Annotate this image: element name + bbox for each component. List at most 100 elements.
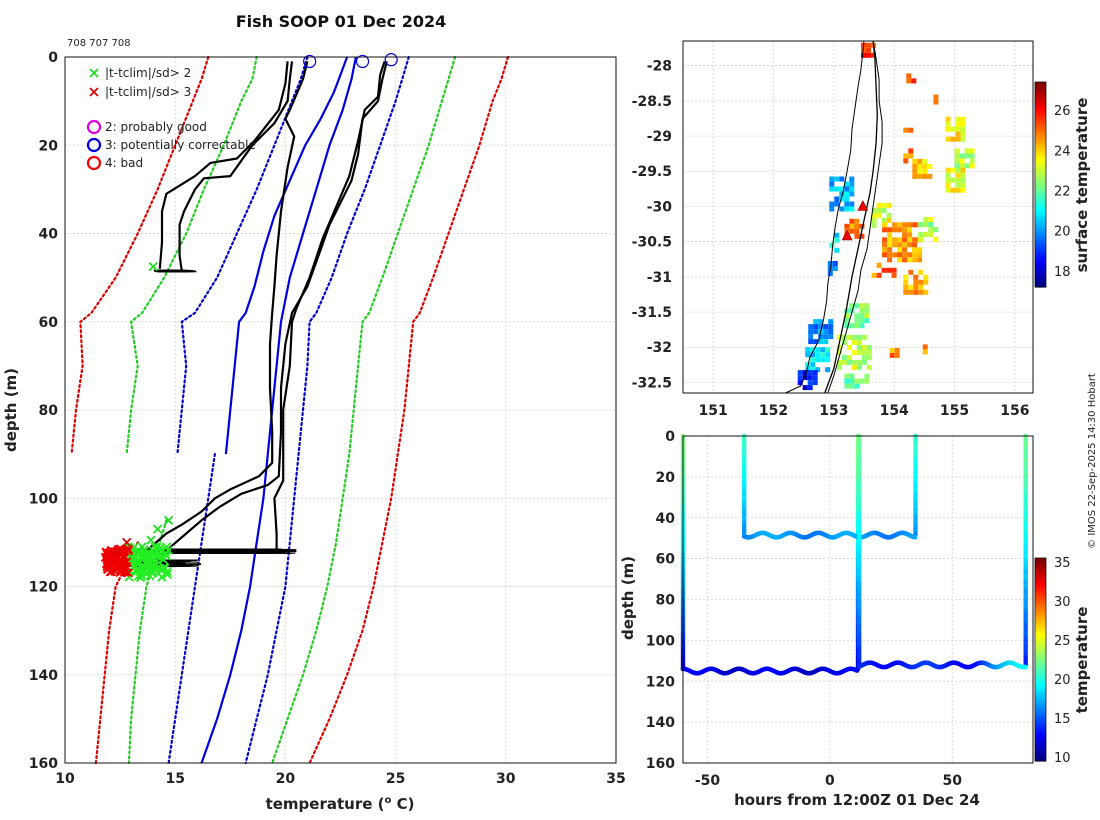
- colorbar-segment: [1035, 659, 1046, 664]
- colorbar-segment: [1035, 205, 1046, 210]
- colorbar-segment: [1035, 269, 1046, 274]
- sst-cell: [813, 339, 819, 345]
- colorbar-segment: [1035, 642, 1046, 647]
- sst-cell: [945, 187, 951, 193]
- flag-circle: [303, 54, 317, 69]
- sst-cell: [859, 318, 865, 324]
- sst-cell: [839, 206, 845, 212]
- sst-cell: [902, 232, 908, 238]
- colorbar-segment: [1035, 591, 1046, 596]
- y-tick-label: 140: [29, 668, 58, 684]
- colorbar-segment: [1035, 713, 1046, 718]
- sst-cell: [839, 176, 845, 182]
- sst-cell: [864, 373, 870, 379]
- sst-cell: [923, 232, 929, 237]
- colorbar-segment: [1035, 191, 1046, 196]
- sst-cell: [866, 344, 872, 350]
- sst-cell: [912, 163, 918, 169]
- sst-cell: [854, 233, 860, 239]
- sst-cell: [969, 158, 975, 164]
- sst-cell: [964, 153, 970, 159]
- colorbar-segment: [1035, 696, 1046, 701]
- colorbar-segment: [1035, 194, 1046, 199]
- colorbar-segment: [1035, 167, 1046, 172]
- sst-cell: [834, 176, 840, 182]
- map-y-tick-label: -32.5: [632, 375, 672, 391]
- colorbar-segment: [1035, 150, 1046, 155]
- sst-cell: [918, 269, 924, 275]
- sst-cell: [960, 187, 966, 193]
- sst-cell: [808, 324, 814, 330]
- colorbar-tick-label: 15: [1054, 712, 1071, 727]
- sst-cell: [802, 375, 808, 381]
- colorbar-segment: [1035, 170, 1046, 175]
- climatology-line: [271, 55, 457, 765]
- flag-mark-green: [151, 560, 161, 570]
- colorbar-segment: [1035, 737, 1046, 742]
- colorbar-segment: [1035, 99, 1046, 104]
- sst-cell: [887, 257, 893, 263]
- sst-cell: [960, 177, 966, 183]
- colorbar-segment: [1035, 639, 1046, 644]
- sst-cell: [922, 344, 928, 350]
- sst-cell: [960, 131, 966, 137]
- sst-cell: [922, 349, 928, 355]
- sst-cell: [933, 99, 939, 105]
- section-y-tick-label: 60: [656, 552, 676, 568]
- colorbar-segment: [1035, 710, 1046, 715]
- sst-cell: [945, 121, 951, 127]
- sst-cell: [861, 354, 867, 360]
- sst-cell: [849, 378, 855, 384]
- sst-cell: [945, 116, 951, 122]
- sst-cell: [836, 359, 842, 365]
- sst-cell: [861, 344, 867, 350]
- sst-cell: [810, 362, 816, 368]
- section-y-tick-label: 0: [665, 429, 675, 445]
- colorbar-segment: [1035, 750, 1046, 755]
- profile-axes-box: [64, 56, 617, 764]
- sst-cell: [854, 313, 860, 319]
- sst-cell: [808, 329, 814, 335]
- legend-label: 3: potentially correctable: [105, 138, 256, 152]
- x-tick-label: 30: [496, 771, 516, 787]
- sst-cell: [876, 207, 882, 213]
- colorbar-segment: [1035, 558, 1046, 562]
- sst-cell: [861, 52, 866, 58]
- climatology-line: [244, 55, 410, 765]
- legend-marker: [89, 68, 99, 78]
- sst-cell: [945, 182, 951, 188]
- sst-cell: [876, 212, 882, 218]
- sst-cell: [849, 181, 855, 187]
- colorbar-segment: [1035, 605, 1046, 610]
- sst-cell: [864, 318, 870, 324]
- sst-cell: [813, 329, 819, 335]
- sst-cell: [907, 257, 913, 263]
- sst-cell: [897, 227, 903, 233]
- sst-cell: [954, 148, 960, 154]
- sst-cell: [887, 247, 893, 253]
- sst-cell: [960, 172, 966, 178]
- colorbar-segment: [1035, 105, 1046, 110]
- colorbar-segment: [1035, 561, 1046, 566]
- colorbar-tick-label: 25: [1054, 634, 1071, 649]
- colorbar-segment: [1035, 239, 1046, 244]
- sst-cell: [812, 375, 818, 381]
- sst-cell: [894, 347, 900, 353]
- sst-cell: [844, 206, 850, 212]
- sst-cell: [815, 367, 821, 373]
- flag-mark: [122, 537, 132, 548]
- sst-cell: [882, 242, 888, 248]
- sst-cell: [861, 359, 867, 365]
- sst-cell: [912, 222, 918, 228]
- map-y-tick-label: -29.5: [632, 164, 672, 180]
- sst-cell: [960, 167, 966, 173]
- sst-cell: [871, 212, 877, 218]
- sst-cell: [887, 227, 893, 233]
- sst-cell: [844, 181, 850, 187]
- sst-cell: [829, 176, 835, 182]
- colorbar-segment: [1035, 632, 1046, 637]
- sst-cell: [836, 344, 842, 350]
- sst-cell: [928, 232, 934, 237]
- sst-cell: [887, 242, 893, 248]
- colorbar-segment: [1035, 140, 1046, 145]
